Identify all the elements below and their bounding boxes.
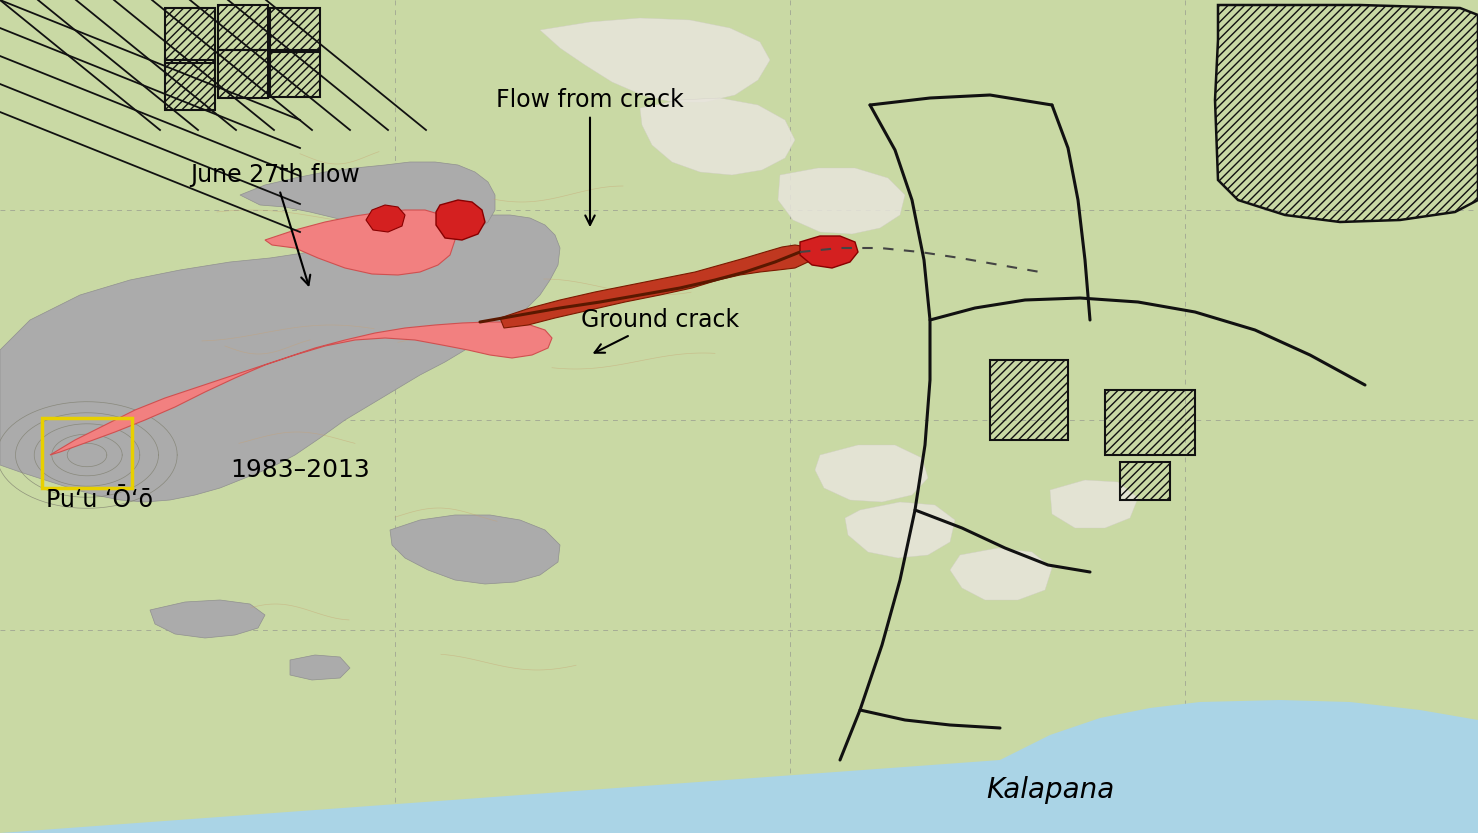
Bar xyxy=(217,5,268,50)
Bar xyxy=(166,60,214,110)
Polygon shape xyxy=(800,236,859,268)
Polygon shape xyxy=(500,245,811,328)
Polygon shape xyxy=(845,502,955,558)
Polygon shape xyxy=(950,548,1052,600)
Polygon shape xyxy=(149,600,265,638)
Polygon shape xyxy=(239,162,495,240)
Polygon shape xyxy=(436,200,485,240)
Bar xyxy=(270,8,321,50)
Polygon shape xyxy=(265,210,455,275)
Text: Ground crack: Ground crack xyxy=(581,308,739,352)
Polygon shape xyxy=(814,445,928,502)
Polygon shape xyxy=(0,215,560,502)
Text: June 27th flow: June 27th flow xyxy=(191,163,359,285)
Text: 1983–2013: 1983–2013 xyxy=(231,458,370,482)
Bar xyxy=(166,8,214,63)
Bar xyxy=(41,418,132,488)
Polygon shape xyxy=(777,168,905,234)
Polygon shape xyxy=(390,515,560,584)
Polygon shape xyxy=(0,700,1478,833)
Polygon shape xyxy=(50,322,551,455)
Polygon shape xyxy=(290,655,350,680)
Bar xyxy=(217,50,268,98)
Text: Kalapana: Kalapana xyxy=(986,776,1114,804)
Polygon shape xyxy=(539,18,770,102)
Polygon shape xyxy=(640,98,795,175)
Bar xyxy=(270,52,321,97)
Text: Puʻu ʻŌʻō: Puʻu ʻŌʻō xyxy=(46,488,154,512)
Text: Flow from crack: Flow from crack xyxy=(497,88,684,225)
Polygon shape xyxy=(367,205,405,232)
Polygon shape xyxy=(1049,480,1138,528)
